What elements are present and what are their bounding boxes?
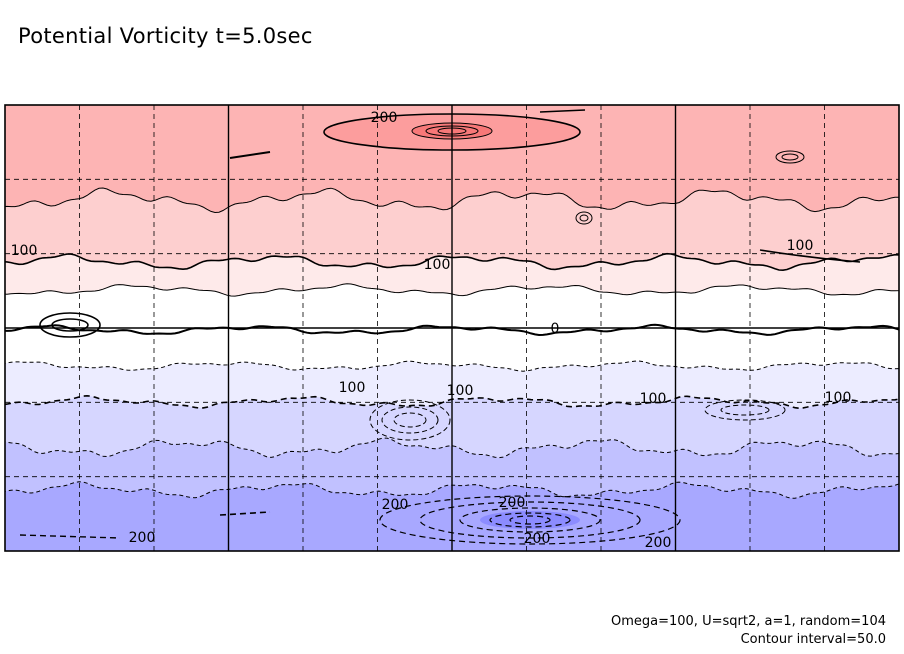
contour-line xyxy=(5,252,899,272)
contour-label: 200 xyxy=(371,110,398,126)
chart-title: Potential Vorticity t=5.0sec xyxy=(18,24,313,48)
contour-label: 100 xyxy=(825,390,852,406)
contour-line xyxy=(759,249,861,263)
contour-line xyxy=(5,437,899,459)
contour-line xyxy=(379,495,681,545)
contour-line xyxy=(437,127,467,135)
contour-line xyxy=(323,113,581,151)
contour-line xyxy=(720,404,770,416)
contour-label: 200 xyxy=(499,495,526,511)
contour-line xyxy=(39,312,101,338)
contour-label: 100 xyxy=(424,257,451,273)
contour-label: 100 xyxy=(11,243,38,259)
plot-frame xyxy=(4,104,900,552)
contour-line xyxy=(19,534,121,539)
contour-label: 100 xyxy=(640,391,667,407)
contour-label: 200 xyxy=(645,535,672,551)
contour-line xyxy=(579,214,589,222)
contour-line xyxy=(781,153,799,161)
contour-line xyxy=(5,283,899,297)
contour-label: 100 xyxy=(339,380,366,396)
contour-label: 100 xyxy=(447,383,474,399)
contour-line xyxy=(5,394,899,410)
contour-line xyxy=(509,515,551,525)
contour-line xyxy=(5,481,899,499)
contour-band xyxy=(480,511,580,529)
parameters-note: Omega=100, U=sqrt2, a=1, random=104 xyxy=(610,614,886,629)
contour-line xyxy=(411,122,493,140)
contour-line xyxy=(51,318,89,332)
contour-line xyxy=(219,511,271,516)
contour-label: 0 xyxy=(551,321,560,337)
contour-line xyxy=(425,125,479,137)
contour-label: 100 xyxy=(787,238,814,254)
contour-line xyxy=(704,399,786,421)
contour-line xyxy=(393,412,427,428)
contour-line xyxy=(419,501,641,539)
contour-line xyxy=(5,323,899,337)
contour-line xyxy=(489,512,571,528)
contour-label: 200 xyxy=(524,531,551,547)
contour-line xyxy=(5,187,899,214)
contour-label: 200 xyxy=(129,530,156,546)
contour-line xyxy=(369,399,451,441)
contour-line xyxy=(575,211,593,225)
contour-line xyxy=(775,150,805,164)
contour-interval-note: Contour interval=50.0 xyxy=(740,632,886,647)
contour-line xyxy=(381,406,439,434)
contour-line xyxy=(459,507,601,533)
contour-line xyxy=(229,151,271,159)
contour-label: 200 xyxy=(382,497,409,513)
contour-line xyxy=(539,109,586,113)
